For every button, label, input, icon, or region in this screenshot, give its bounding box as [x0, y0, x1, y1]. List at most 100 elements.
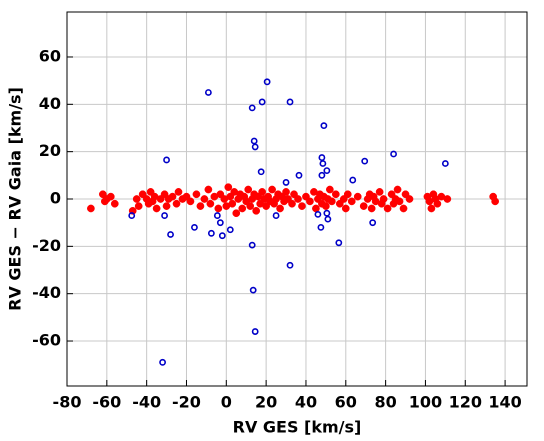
- point: [196, 202, 205, 210]
- y-tick-label: -40: [32, 283, 61, 302]
- y-tick-label: 60: [39, 46, 61, 65]
- x-axis-label: RV GES [km/s]: [233, 418, 362, 437]
- point: [191, 224, 198, 231]
- point: [323, 167, 331, 174]
- point: [250, 137, 258, 145]
- point: [248, 104, 256, 112]
- x-tick-label: 140: [488, 393, 521, 412]
- point: [361, 157, 369, 165]
- point: [216, 219, 224, 227]
- point: [238, 204, 247, 213]
- point: [282, 179, 290, 186]
- point: [312, 204, 320, 213]
- point: [491, 197, 499, 206]
- point: [214, 204, 223, 213]
- point: [405, 195, 414, 203]
- point: [331, 190, 340, 199]
- point: [322, 202, 330, 210]
- point: [286, 98, 294, 106]
- point: [257, 168, 265, 176]
- point: [167, 231, 174, 238]
- x-tick-label: 60: [335, 393, 357, 412]
- point: [244, 185, 253, 194]
- point: [152, 204, 161, 213]
- point: [248, 241, 256, 249]
- point: [367, 204, 376, 213]
- point: [393, 185, 402, 194]
- point: [272, 212, 280, 219]
- point: [294, 195, 302, 203]
- point: [276, 204, 284, 213]
- point: [258, 98, 266, 106]
- point: [347, 197, 356, 206]
- point: [106, 192, 115, 201]
- x-tick-label: 20: [255, 393, 277, 412]
- y-tick-label: 0: [50, 189, 61, 208]
- point: [286, 261, 294, 269]
- point: [314, 210, 322, 218]
- point: [232, 209, 241, 218]
- point: [390, 150, 397, 158]
- point: [110, 199, 119, 208]
- point: [213, 212, 221, 219]
- point: [162, 202, 171, 210]
- point: [249, 286, 257, 294]
- point: [359, 202, 368, 210]
- x-tick-label: -60: [92, 393, 121, 412]
- point: [174, 188, 183, 196]
- point: [395, 197, 404, 206]
- point: [317, 224, 325, 231]
- point: [132, 195, 141, 203]
- x-tick-label: 0: [221, 393, 232, 412]
- point: [326, 185, 334, 194]
- point: [375, 188, 384, 196]
- point: [282, 188, 290, 196]
- point: [87, 204, 95, 213]
- point: [207, 229, 215, 237]
- point: [319, 160, 327, 167]
- point: [186, 197, 195, 206]
- point: [268, 185, 276, 194]
- point: [204, 185, 213, 194]
- point: [441, 160, 449, 167]
- point: [298, 202, 306, 210]
- point: [224, 183, 233, 192]
- point: [379, 195, 388, 203]
- point: [192, 190, 201, 199]
- point: [320, 122, 328, 130]
- point: [343, 190, 352, 199]
- point: [443, 195, 452, 203]
- point: [200, 195, 209, 203]
- point: [318, 171, 326, 179]
- x-tick-label: -80: [53, 393, 82, 412]
- point: [168, 192, 177, 201]
- y-tick-label: -60: [32, 331, 61, 350]
- plot-frame: [66, 11, 528, 387]
- y-axis-label: RV GES − RV Gaia [km/s]: [6, 87, 25, 311]
- point: [251, 143, 259, 151]
- point: [341, 204, 350, 213]
- x-tick-label: 80: [374, 393, 396, 412]
- point: [218, 232, 226, 240]
- point: [399, 204, 408, 213]
- y-tick-label: 40: [39, 94, 61, 113]
- point: [163, 156, 170, 164]
- x-tick-label: 100: [409, 393, 442, 412]
- point: [128, 212, 136, 219]
- point: [353, 192, 362, 201]
- point: [226, 226, 234, 234]
- x-tick-label: -40: [132, 393, 161, 412]
- point: [204, 89, 212, 96]
- point: [327, 197, 336, 206]
- point: [383, 204, 392, 213]
- point: [251, 328, 259, 335]
- x-tick-label: -20: [172, 393, 201, 412]
- point: [288, 199, 296, 208]
- y-tick-label: 20: [39, 141, 61, 160]
- point: [172, 199, 181, 208]
- point: [159, 358, 166, 366]
- point: [306, 197, 314, 206]
- point: [369, 219, 377, 227]
- point: [246, 202, 255, 210]
